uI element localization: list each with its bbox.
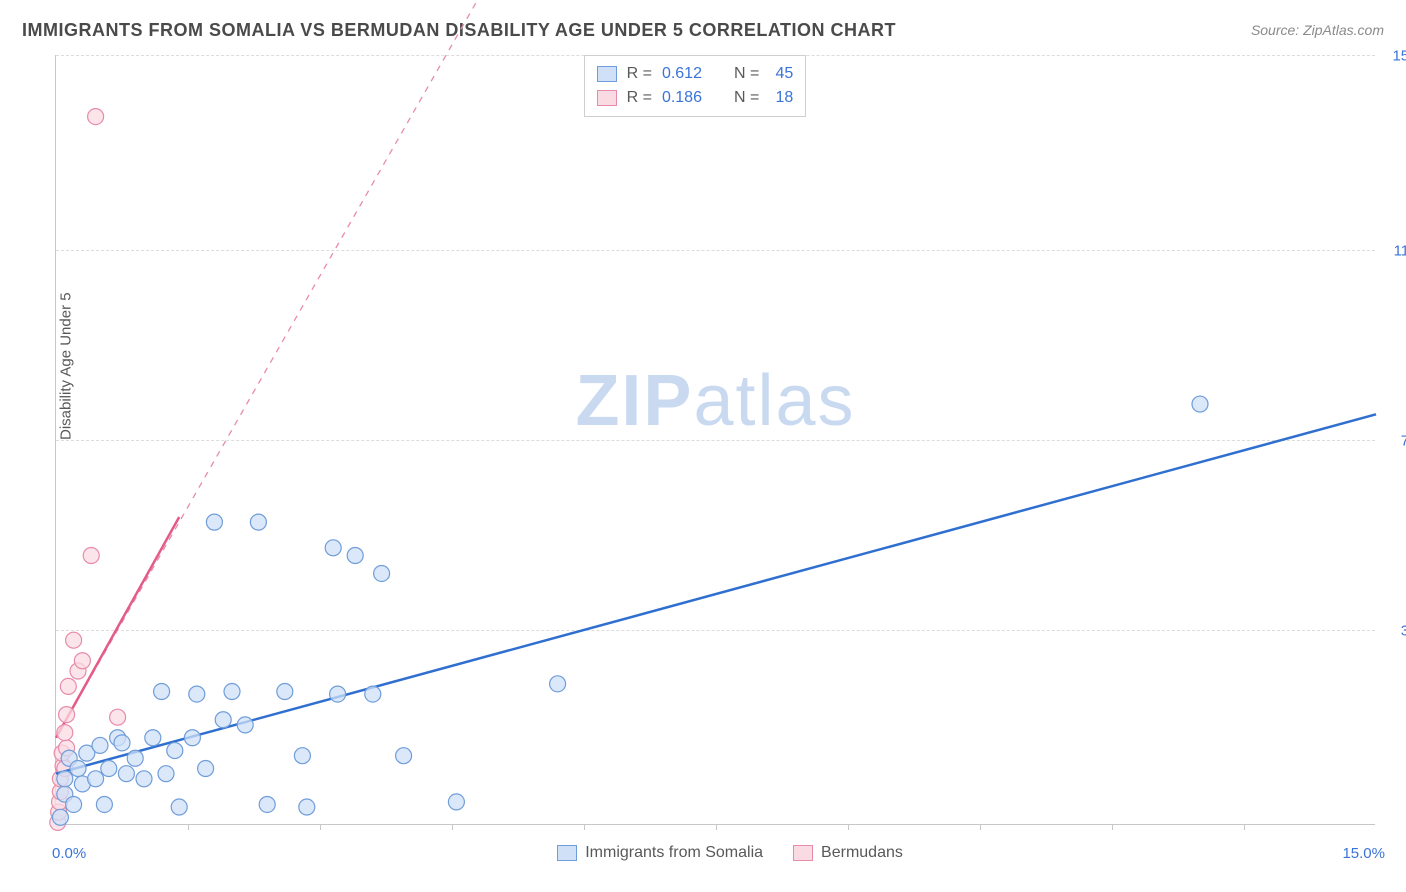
data-point	[237, 717, 253, 733]
n-label: N =	[734, 62, 759, 86]
x-tick	[716, 824, 717, 830]
r-value-b: 0.186	[662, 86, 702, 110]
data-point	[145, 730, 161, 746]
x-tick	[452, 824, 453, 830]
data-point	[206, 514, 222, 530]
series-b-label: Bermudans	[821, 844, 903, 862]
x-tick	[848, 824, 849, 830]
data-point	[127, 750, 143, 766]
trend-line	[56, 517, 179, 738]
data-point	[299, 799, 315, 815]
data-point	[92, 737, 108, 753]
data-point	[70, 761, 86, 777]
x-tick	[980, 824, 981, 830]
data-point	[330, 686, 346, 702]
data-point	[57, 771, 73, 787]
data-point	[1192, 396, 1208, 412]
data-point	[325, 540, 341, 556]
data-point	[66, 632, 82, 648]
swatch-series-b	[793, 845, 813, 861]
legend-item-a: Immigrants from Somalia	[557, 844, 763, 862]
legend-item-b: Bermudans	[793, 844, 903, 862]
data-point	[198, 761, 214, 777]
data-point	[171, 799, 187, 815]
trend-line	[56, 0, 505, 738]
swatch-series-a	[597, 66, 617, 82]
data-point	[66, 796, 82, 812]
x-tick	[188, 824, 189, 830]
data-point	[154, 684, 170, 700]
x-axis-max: 15.0%	[1342, 845, 1385, 862]
data-point	[347, 548, 363, 564]
data-point	[118, 766, 134, 782]
data-point	[57, 725, 73, 741]
data-point	[136, 771, 152, 787]
data-point	[215, 712, 231, 728]
legend-row-b: R = 0.186 N = 18	[597, 86, 794, 110]
data-point	[167, 743, 183, 759]
source-attribution: Source: ZipAtlas.com	[1251, 22, 1384, 38]
data-point	[448, 794, 464, 810]
data-point	[101, 761, 117, 777]
data-point	[59, 707, 75, 723]
data-point	[52, 809, 68, 825]
data-point	[259, 796, 275, 812]
y-tick-label: 3.8%	[1401, 622, 1406, 639]
n-label: N =	[734, 86, 759, 110]
chart-svg	[56, 55, 1375, 824]
x-tick	[1244, 824, 1245, 830]
data-point	[74, 653, 90, 669]
r-value-a: 0.612	[662, 62, 702, 86]
legend-correlation: R = 0.612 N = 45 R = 0.186 N = 18	[584, 55, 807, 117]
data-point	[250, 514, 266, 530]
r-label: R =	[627, 86, 652, 110]
data-point	[294, 748, 310, 764]
data-point	[88, 771, 104, 787]
data-point	[184, 730, 200, 746]
data-point	[114, 735, 130, 751]
legend-row-a: R = 0.612 N = 45	[597, 62, 794, 86]
y-tick-label: 15.0%	[1392, 48, 1406, 65]
swatch-series-a	[557, 845, 577, 861]
data-point	[189, 686, 205, 702]
data-point	[365, 686, 381, 702]
data-point	[88, 109, 104, 125]
n-value-b: 18	[769, 86, 793, 110]
n-value-a: 45	[769, 62, 793, 86]
data-point	[158, 766, 174, 782]
data-point	[224, 684, 240, 700]
data-point	[396, 748, 412, 764]
data-point	[550, 676, 566, 692]
y-tick-label: 11.2%	[1394, 243, 1406, 260]
x-tick	[1112, 824, 1113, 830]
y-tick-label: 7.5%	[1401, 433, 1406, 450]
data-point	[60, 678, 76, 694]
data-point	[110, 709, 126, 725]
data-point	[83, 548, 99, 564]
x-tick	[320, 824, 321, 830]
chart-title: IMMIGRANTS FROM SOMALIA VS BERMUDAN DISA…	[22, 20, 896, 41]
data-point	[96, 796, 112, 812]
data-point	[277, 684, 293, 700]
data-point	[374, 565, 390, 581]
legend-series: Immigrants from Somalia Bermudans	[557, 844, 903, 862]
plot-area: Disability Age Under 5 ZIPatlas 3.8%7.5%…	[55, 55, 1375, 825]
swatch-series-b	[597, 90, 617, 106]
r-label: R =	[627, 62, 652, 86]
series-a-label: Immigrants from Somalia	[585, 844, 763, 862]
trend-line	[56, 414, 1376, 773]
x-axis-min: 0.0%	[52, 845, 86, 862]
x-tick	[584, 824, 585, 830]
